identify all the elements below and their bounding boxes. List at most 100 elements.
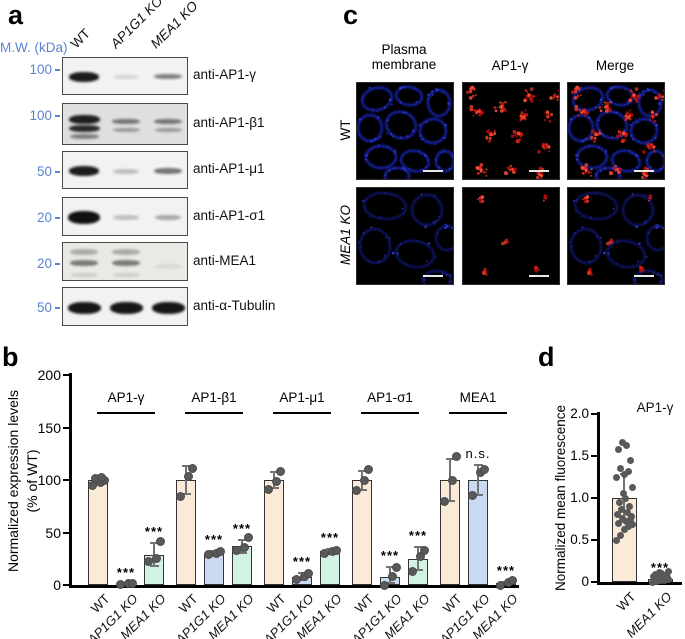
error-cap-top: [237, 538, 247, 541]
antibody-label: anti-MEA1: [193, 252, 257, 268]
micro-image-ko-merge: [567, 187, 670, 290]
data-point: [612, 473, 620, 481]
error-cap-bottom: [237, 551, 247, 554]
panel-b-label: b: [2, 342, 19, 372]
blot-band: [154, 73, 182, 79]
blot-band: [113, 75, 139, 79]
antibody-label: anti-AP1-μ1: [193, 161, 265, 176]
blot-band: [154, 264, 182, 269]
mw-marker: 100: [29, 62, 52, 77]
x-axis-line: [69, 585, 519, 588]
group-underline: [449, 412, 507, 414]
blot-band: [68, 124, 100, 132]
data-point: [625, 502, 633, 510]
y-tick-label: 1.0: [570, 490, 589, 505]
data-point: [407, 566, 417, 576]
blot-band: [69, 72, 99, 82]
y-tick-mark: [63, 479, 69, 481]
error-cap-top: [445, 457, 455, 460]
sig-label: ***: [232, 520, 252, 536]
data-point: [614, 519, 622, 527]
data-point: [215, 546, 225, 556]
error-cap-bottom: [473, 493, 483, 496]
blot-band: [70, 259, 98, 266]
y-tick-label: 2.0: [570, 406, 589, 421]
data-point: [175, 492, 185, 502]
data-point: [96, 473, 106, 483]
data-point: [661, 571, 669, 579]
data-point: [622, 442, 630, 450]
data-point: [613, 511, 621, 519]
data-point: [143, 557, 153, 567]
mw-tick: [55, 217, 60, 219]
data-point: [624, 523, 632, 531]
group-underline: [185, 412, 243, 414]
data-point: [664, 567, 672, 575]
sig-label: ***: [320, 530, 340, 546]
panel-b-ylabel-line1: Normalized expression levels: [5, 389, 21, 573]
group-underline: [273, 412, 331, 414]
data-point: [622, 518, 630, 526]
error-cap-top: [269, 470, 279, 473]
panel-c-row-label-wt: WT: [338, 119, 353, 141]
mw-marker: 20: [36, 256, 52, 271]
micro-image-wt-ap1-gamma: [462, 82, 564, 181]
data-point: [620, 470, 628, 478]
data-point: [627, 512, 635, 520]
sig-label: ***: [144, 523, 164, 539]
data-point: [263, 484, 273, 494]
panel-d-label: d: [538, 342, 555, 372]
blot-anti-AP1-β1: [62, 103, 188, 145]
y-tick-label: 200: [37, 367, 61, 383]
sig-label: ***: [408, 528, 428, 544]
panel-a-label: a: [8, 0, 24, 30]
panel-b-y-axis-label: Normalized expression levels (% of WT): [4, 366, 44, 596]
data-point: [239, 542, 249, 552]
data-point: [621, 494, 629, 502]
sig-label: ***: [292, 554, 312, 570]
micro-image-wt-merge: [567, 82, 669, 185]
panel-c-col-header-plasma-membrane: Plasma membrane: [371, 42, 437, 72]
data-point: [628, 484, 636, 492]
blot-band: [151, 301, 185, 314]
bar-AP1-σ1-WT: [352, 480, 372, 585]
panel-c-col-header-merge: Merge: [595, 58, 635, 73]
mw-tick: [55, 263, 60, 265]
y-tick-label: 0: [581, 574, 589, 589]
data-point: [351, 486, 361, 495]
error-cap-top: [385, 566, 395, 569]
error-cap-bottom: [181, 492, 191, 495]
blot-band: [69, 166, 99, 176]
blot-band: [112, 128, 140, 132]
panel-c-col-header-ap1g: AP1-γ: [491, 58, 529, 73]
blot-band: [112, 259, 140, 266]
y-tick-mark: [591, 455, 597, 457]
panel-b-ylabel-line2: (% of WT): [24, 449, 40, 513]
mw-marker: 50: [36, 300, 52, 315]
group-label-MEA1: MEA1: [459, 390, 497, 405]
data-point: [620, 526, 628, 534]
sig-label: ***: [116, 564, 136, 580]
blot-band: [154, 118, 182, 124]
error-cap-bottom: [413, 569, 423, 572]
y-tick-label: 1.5: [570, 448, 589, 463]
data-point: [616, 532, 624, 540]
data-point: [624, 467, 632, 475]
data-point: [363, 465, 373, 474]
y-tick-label: 0: [53, 577, 61, 593]
antibody-label: anti-AP1-β1: [193, 115, 265, 130]
y-tick-label: 50: [45, 524, 61, 541]
bar-AP1-μ1-WT: [264, 480, 284, 585]
mw-axis-label: M.W. (kDa): [0, 40, 68, 55]
y-tick-label: 100: [37, 472, 61, 488]
error-cap-bottom: [357, 488, 367, 491]
y-axis-line: [597, 412, 600, 584]
y-tick-label: 0.5: [570, 532, 589, 547]
blot-anti-AP1-γ: [62, 57, 188, 95]
data-point: [359, 475, 369, 485]
data-point: [447, 475, 457, 485]
mw-marker: 50: [36, 164, 52, 179]
data-point: [507, 576, 517, 586]
blot-band: [68, 114, 100, 124]
data-point: [127, 578, 137, 588]
